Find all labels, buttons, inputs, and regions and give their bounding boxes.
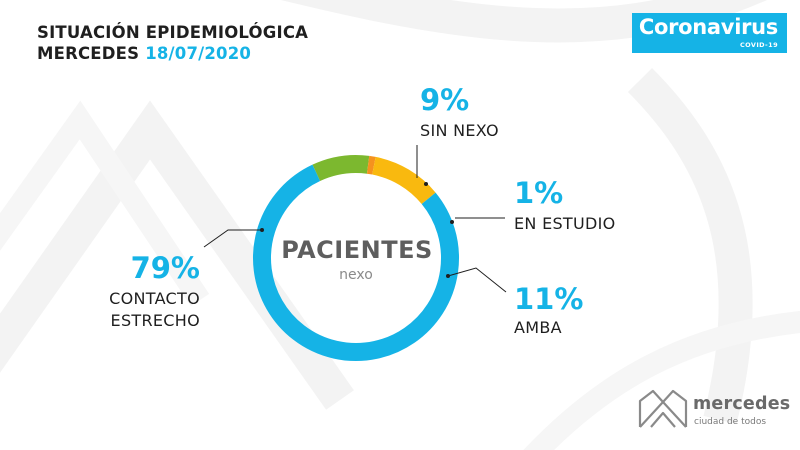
donut-slices — [253, 155, 459, 361]
logo-tagline: ciudad de todos — [694, 417, 767, 427]
leader-lines — [203, 145, 507, 293]
title-line-1: SITUACIÓN EPIDEMIOLÓGICA — [37, 23, 309, 42]
page-title: SITUACIÓN EPIDEMIOLÓGICA MERCEDES 18/07/… — [37, 22, 308, 64]
slice-category-label: EN ESTUDIO — [514, 214, 616, 233]
title-place: MERCEDES — [37, 44, 140, 63]
slice-percent-label: 79% — [131, 251, 200, 285]
title-line-2: MERCEDES 18/07/2020 — [37, 43, 308, 64]
slice-category-label: AMBA — [514, 318, 562, 337]
logo-name: mercedes — [693, 394, 791, 414]
slice-labels: 9% SIN NEXO 1% EN ESTUDIO 11% AMBA 79% CONTACTO… — [109, 83, 615, 337]
donut-slice-amba — [371, 156, 436, 205]
leader-dot — [260, 228, 264, 232]
coronavirus-badge: Coronavirus COVID-19 — [632, 13, 787, 53]
center-label: PACIENTES — [281, 236, 433, 264]
leader-line — [447, 267, 507, 293]
donut-slice-en-estudio — [366, 155, 376, 175]
donut-slice-sin-nexo — [312, 155, 370, 182]
leader-line — [203, 229, 262, 248]
donut-slice-contacto-estrecho — [253, 164, 459, 361]
center-sublabel: nexo — [339, 267, 373, 283]
badge-subtitle: COVID-19 — [739, 41, 778, 49]
badge-title: Coronavirus — [638, 15, 778, 39]
leader-dot — [446, 274, 450, 278]
title-date: 18/07/2020 — [145, 44, 252, 63]
slice-category-label: CONTACTO — [109, 289, 200, 308]
slice-percent-label: 11% — [514, 282, 583, 316]
slice-percent-label: 9% — [420, 83, 469, 117]
slice-category-label: ESTRECHO — [111, 311, 200, 330]
leader-dot — [424, 182, 428, 186]
slice-category-label: SIN NEXO — [420, 121, 499, 140]
leader-dot — [450, 220, 454, 224]
mercedes-logo-icon — [638, 389, 688, 428]
slice-percent-label: 1% — [514, 176, 563, 210]
mercedes-logo: mercedes ciudad de todos — [637, 388, 797, 433]
